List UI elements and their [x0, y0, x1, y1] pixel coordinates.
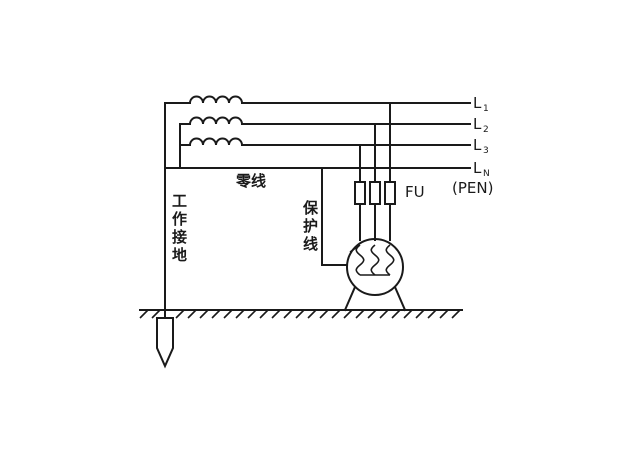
label-ln: L [473, 159, 482, 177]
fuse-3 [384, 181, 396, 205]
protective-conductor [321, 167, 348, 266]
motor-winding-2 [370, 244, 380, 276]
fuses [354, 102, 396, 241]
label-work-ground-1: 工 [172, 192, 187, 210]
motor-base [343, 285, 407, 312]
label-l1-sub: 1 [483, 104, 489, 114]
motor-winding-1 [349, 244, 365, 276]
label-l1: L [473, 94, 482, 112]
label-work-ground-4: 地 [172, 246, 187, 264]
label-l3: L [473, 136, 482, 154]
coil-l1 [188, 95, 244, 105]
coil-l3 [188, 137, 244, 147]
label-pen: (PEN) [452, 179, 493, 197]
label-l2: L [473, 115, 482, 133]
cn-labels: 零线 保 护 线 工 作 接 地 [172, 172, 319, 264]
earth-surface [139, 309, 463, 319]
work-ground [156, 102, 174, 369]
earth-hatch [139, 309, 461, 319]
label-l2-sub: 2 [483, 125, 489, 135]
line-labels: L 1 L 2 L 3 L N (PEN) FU [405, 94, 493, 201]
label-protective-3: 线 [303, 235, 318, 253]
transformer-coils [188, 95, 244, 147]
motor [343, 238, 407, 312]
motor-winding-3 [385, 244, 395, 276]
motor-housing [346, 238, 404, 296]
label-ln-sub: N [483, 169, 490, 179]
phase-lines [164, 102, 471, 169]
fuse-2 [369, 181, 381, 205]
label-work-ground-3: 接 [172, 228, 187, 246]
ground-electrode [156, 317, 174, 369]
label-protective-1: 保 [302, 199, 319, 217]
label-l3-sub: 3 [483, 146, 489, 156]
coil-l2 [188, 116, 244, 126]
fuse-1 [354, 181, 366, 205]
label-neutral: 零线 [235, 172, 266, 190]
label-fu: FU [405, 183, 425, 201]
label-protective-2: 护 [303, 217, 318, 235]
label-work-ground-2: 作 [172, 210, 187, 228]
